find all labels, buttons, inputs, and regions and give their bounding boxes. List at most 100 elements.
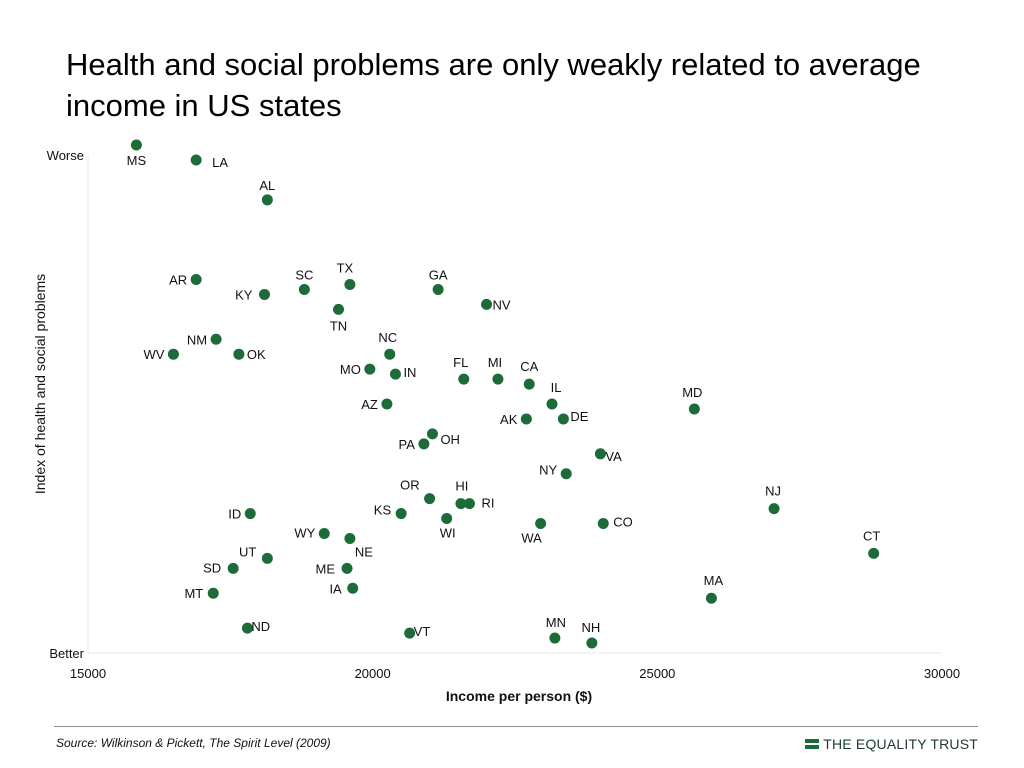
data-point-mi <box>492 373 504 385</box>
data-label-oh: OH <box>440 432 460 447</box>
data-label-nh: NH <box>581 620 600 635</box>
data-point-nh <box>586 637 598 649</box>
data-label-in: IN <box>403 365 416 380</box>
data-point-vt <box>404 627 416 639</box>
x-tick-label: 30000 <box>924 666 960 681</box>
data-label-md: MD <box>682 385 702 400</box>
data-point-al <box>261 194 273 206</box>
data-point-nc <box>384 348 396 360</box>
data-label-ca: CA <box>520 359 538 374</box>
data-label-ar: AR <box>169 273 187 288</box>
data-label-mn: MN <box>546 615 566 630</box>
data-label-va: VA <box>605 449 622 464</box>
data-label-tn: TN <box>330 318 347 333</box>
x-tick-label: 15000 <box>70 666 106 681</box>
data-label-il: IL <box>551 380 562 395</box>
data-label-wv: WV <box>143 347 164 362</box>
data-label-me: ME <box>316 561 336 576</box>
data-label-ri: RI <box>481 496 494 511</box>
data-point-ma <box>705 592 717 604</box>
data-point-wi <box>441 513 453 525</box>
data-label-nc: NC <box>378 330 397 345</box>
data-point-me <box>341 562 353 574</box>
data-label-nv: NV <box>493 297 511 312</box>
data-point-in <box>389 368 401 380</box>
point-labels: MS LA AL AR KY SC TX TN GA NV NM WV OK NC MO IN FL MI CA AZ… <box>127 153 881 639</box>
data-label-nm: NM <box>187 332 207 347</box>
data-points <box>130 139 880 649</box>
data-point-tn <box>333 303 345 315</box>
data-point-nv <box>481 298 493 310</box>
data-point-mn <box>549 632 561 644</box>
data-point-sc <box>298 283 310 295</box>
data-point-ak <box>520 413 532 425</box>
chart-title: Health and social problems are only weak… <box>66 47 921 123</box>
data-label-ia: IA <box>329 581 342 596</box>
data-point-ca <box>523 378 535 390</box>
data-label-de: DE <box>570 409 588 424</box>
data-label-ut: UT <box>239 544 256 559</box>
equality-trust-logo-icon <box>805 739 820 749</box>
data-label-ks: KS <box>374 503 392 518</box>
footer-divider <box>54 726 978 727</box>
data-point-ky <box>258 288 270 300</box>
data-point-pa <box>418 438 430 450</box>
data-label-az: AZ <box>361 397 378 412</box>
data-label-tx: TX <box>337 260 354 275</box>
data-label-vt: VT <box>414 624 431 639</box>
data-point-nj <box>768 503 780 515</box>
data-point-md <box>688 403 700 415</box>
data-label-fl: FL <box>453 355 468 370</box>
data-point-mt <box>207 587 219 599</box>
data-label-al: AL <box>259 178 275 193</box>
data-point-hi <box>455 498 467 510</box>
data-point-sd <box>227 562 239 574</box>
x-tick-label: 25000 <box>639 666 675 681</box>
data-point-ny <box>560 468 572 480</box>
data-label-ny: NY <box>539 463 557 478</box>
data-point-nm <box>210 333 222 345</box>
data-point-va <box>594 448 606 460</box>
data-label-ma: MA <box>704 573 724 588</box>
data-point-de <box>557 413 569 425</box>
y-axis-label: Index of health and social problems <box>32 274 48 494</box>
x-tick-label: 20000 <box>355 666 391 681</box>
brand-name: THE EQUALITY TRUST <box>823 736 978 752</box>
data-label-ak: AK <box>500 412 518 427</box>
data-point-nd <box>241 622 253 634</box>
data-label-ok: OK <box>247 347 266 362</box>
data-label-wa: WA <box>521 531 542 546</box>
data-point-ct <box>868 547 880 559</box>
data-point-ms <box>130 139 142 151</box>
data-point-az <box>381 398 393 410</box>
data-label-ga: GA <box>429 267 448 282</box>
data-point-oh <box>426 428 438 440</box>
y-tick-label: Better <box>49 646 84 661</box>
data-point-wa <box>535 518 547 530</box>
data-point-ga <box>432 283 444 295</box>
data-label-la: LA <box>212 155 228 170</box>
data-point-or <box>424 493 436 505</box>
data-point-fl <box>458 373 470 385</box>
data-point-wv <box>167 348 179 360</box>
data-point-ri <box>463 498 475 510</box>
data-label-co: CO <box>613 515 633 530</box>
data-label-pa: PA <box>399 437 416 452</box>
data-label-ct: CT <box>863 528 880 543</box>
data-point-mo <box>364 363 376 375</box>
axes: 15000 20000 25000 30000 Worse Better Income pe… <box>32 148 960 704</box>
data-label-sd: SD <box>203 560 221 575</box>
data-point-tx <box>344 278 356 290</box>
data-point-ia <box>347 582 359 594</box>
data-point-co <box>597 518 609 530</box>
data-point-ne <box>344 532 356 544</box>
data-point-wy <box>318 527 330 539</box>
data-point-ut <box>261 552 273 564</box>
data-label-mo: MO <box>340 362 361 377</box>
data-label-ky: KY <box>235 287 253 302</box>
data-label-wi: WI <box>440 526 456 541</box>
data-label-ms: MS <box>127 153 147 168</box>
brand-logo: THE EQUALITY TRUST <box>805 736 978 752</box>
data-point-ok <box>233 348 245 360</box>
data-point-ks <box>395 508 407 520</box>
